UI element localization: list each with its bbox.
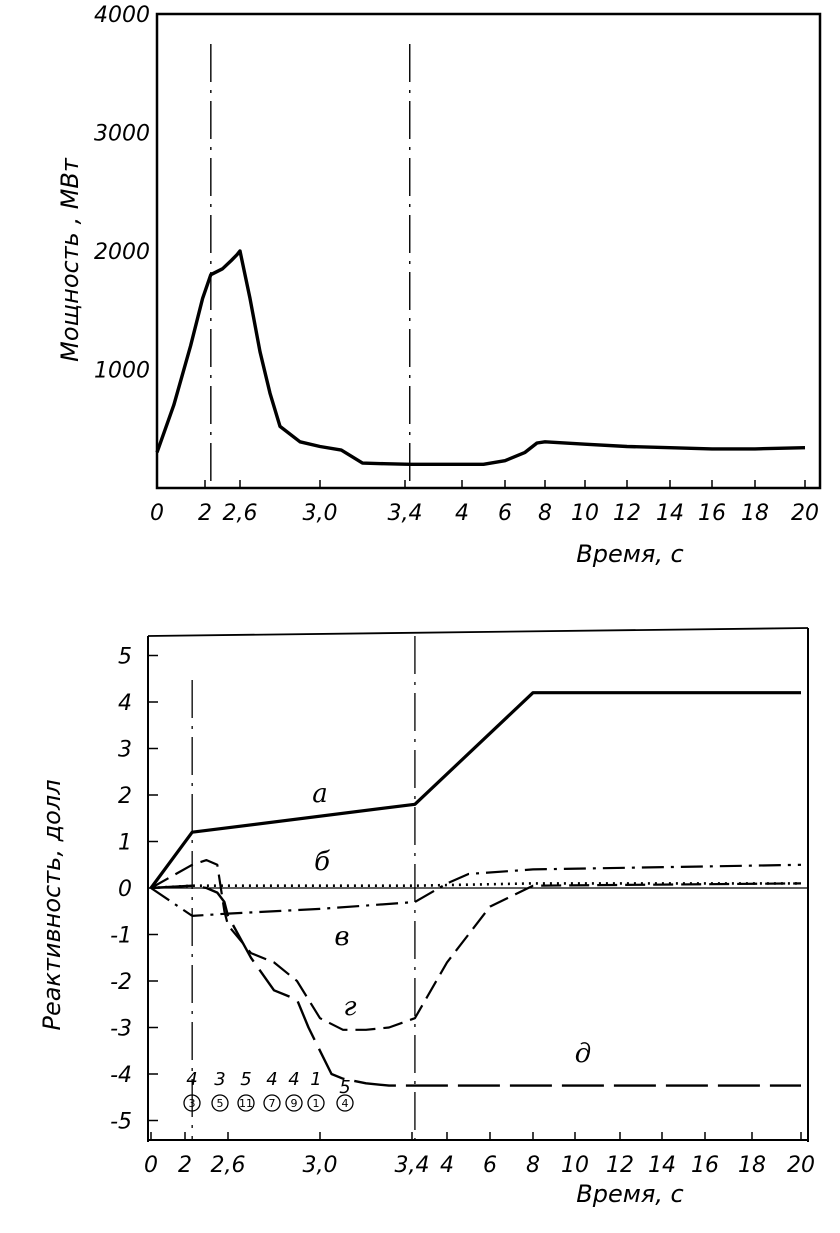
reactivity-curve-d (150, 884, 801, 1087)
rod-number: 4 (266, 1069, 277, 1090)
power-plot-frame (155, 12, 822, 490)
reactivity-xtick-label: 2,6 (211, 1153, 246, 1178)
power-ytick-label: 4000 (94, 3, 150, 28)
power-xtick-label: 0 (150, 501, 164, 526)
power-xtick-label: 4 (455, 501, 469, 526)
reactivity-xtick-label: 16 (691, 1153, 719, 1178)
rod-group-number: 3 (189, 1097, 196, 1110)
power-xtick-label: 6 (498, 501, 512, 526)
power-xtick-label: 18 (741, 501, 769, 526)
reactivity-xtick-label: 3,4 (395, 1153, 430, 1178)
rod-number: 5 (339, 1077, 350, 1098)
power-xtick-label: 3,0 (303, 501, 338, 526)
reactivity-xtick-label: 3,0 (303, 1153, 338, 1178)
power-xtick-label: 2,6 (223, 501, 258, 526)
reactivity-ytick-label: 0 (118, 877, 132, 902)
reactivity-xtick-label: 0 (144, 1153, 158, 1178)
reactivity-ytick-label: -3 (110, 1017, 132, 1042)
power-xtick-label: 2 (198, 501, 212, 526)
rod-group-circle (183, 1094, 201, 1112)
rod-group-circle (211, 1094, 229, 1112)
reactivity-curve-g (150, 858, 802, 1031)
curve-label: г (343, 992, 356, 1022)
rod-number: 3 (214, 1069, 225, 1090)
reactivity-ytick-label: 4 (118, 691, 132, 716)
reactivity-ytick-label: -5 (110, 1110, 132, 1135)
rod-group-number: 4 (342, 1097, 349, 1110)
curve-label: д (575, 1039, 591, 1069)
reactivity-xtick-label: 12 (606, 1153, 634, 1178)
reactivity-xtick-label: 4 (440, 1153, 454, 1178)
power-xtick-label: 14 (656, 501, 684, 526)
reactivity-xtick-label: 10 (561, 1153, 589, 1178)
reactivity-xtick-label: 8 (526, 1153, 540, 1178)
power-chart: Мощность , МВт Время, с 4000 3000 2000 1000… (56, 3, 822, 568)
rod-group-circle (285, 1094, 303, 1112)
rod-number: 4 (186, 1069, 197, 1090)
reactivity-ytick-label: -1 (110, 924, 132, 949)
power-xtick-label: 20 (791, 501, 819, 526)
reactivity-xlabel: Время, с (576, 1180, 683, 1208)
reactivity-chart: Реактивность, долл Время, с 543210-1-2-3… (38, 627, 815, 1208)
power-xtick-label: 3,4 (388, 501, 423, 526)
rod-group-circle (237, 1094, 255, 1112)
power-ylabel: Мощность , МВт (56, 157, 84, 362)
reactivity-ylabel: Реактивность, долл (38, 779, 66, 1030)
reactivity-top-border (147, 627, 809, 637)
curve-label: б (314, 847, 330, 877)
reactivity-xtick-label: 6 (483, 1153, 497, 1178)
power-xtick-label: 16 (698, 501, 726, 526)
power-xlabel: Время, с (576, 540, 683, 568)
rod-group-number: 5 (217, 1097, 224, 1110)
reactivity-ytick-label: -4 (110, 1063, 132, 1088)
rod-group-number: 7 (269, 1097, 276, 1110)
power-ytick-label: 3000 (94, 122, 150, 147)
rod-group-number: 11 (239, 1097, 253, 1110)
reactivity-xtick-label: 20 (787, 1153, 815, 1178)
rod-number: 4 (288, 1069, 299, 1090)
reactivity-curve-b (150, 882, 801, 890)
reactivity-ytick-label: 3 (118, 738, 132, 763)
reactivity-xtick-label: 14 (648, 1153, 676, 1178)
reactivity-xtick-label: 18 (738, 1153, 766, 1178)
power-xtick-label: 12 (613, 501, 641, 526)
reactivity-xtick-label: 2 (178, 1153, 192, 1178)
rod-group-circle (336, 1094, 354, 1112)
rod-group-number: 9 (291, 1097, 298, 1110)
reactivity-ytick-label: -2 (110, 970, 132, 995)
rod-group-circle (263, 1094, 281, 1112)
power-ytick-label: 2000 (94, 240, 150, 265)
rod-number: 1 (310, 1069, 321, 1090)
rod-group-circle (307, 1094, 325, 1112)
reactivity-ytick-label: 5 (118, 645, 132, 670)
power-ytick-label: 1000 (94, 359, 150, 384)
curve-label: в (334, 922, 349, 952)
reactivity-ytick-label: 2 (118, 784, 132, 809)
rod-number: 5 (240, 1069, 251, 1090)
rod-group-number: 1 (313, 1097, 320, 1110)
reactivity-ytick-label: 1 (118, 831, 132, 856)
reactivity-curve-v (150, 863, 802, 918)
power-curve (155, 249, 806, 466)
reactivity-curve-a (149, 691, 801, 889)
power-xtick-label: 8 (538, 501, 552, 526)
power-xtick-label: 10 (571, 501, 599, 526)
curve-label: а (312, 779, 328, 809)
